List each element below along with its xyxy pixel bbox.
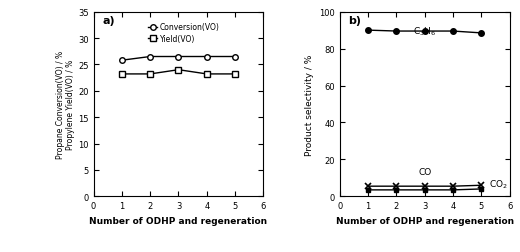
- Text: CO$_2$: CO$_2$: [489, 178, 508, 191]
- Conversion(VO): [147, 56, 153, 59]
- Line: Conversion(VO): Conversion(VO): [119, 54, 238, 64]
- Text: CO: CO: [418, 167, 431, 176]
- Conversion(VO): [204, 56, 210, 59]
- Yield(VO): [232, 73, 238, 76]
- X-axis label: Number of ODHP and regeneration: Number of ODHP and regeneration: [89, 216, 268, 225]
- Text: C$_3$H$_6$: C$_3$H$_6$: [413, 25, 436, 38]
- Text: b): b): [348, 16, 361, 26]
- Conversion(VO): [175, 56, 181, 59]
- Text: a): a): [102, 16, 115, 26]
- Yield(VO): [147, 73, 153, 76]
- Y-axis label: Propane Conversion(VO) / %
Propylene Yield(VO) / %: Propane Conversion(VO) / % Propylene Yie…: [56, 51, 75, 159]
- Yield(VO): [119, 73, 125, 76]
- Line: Yield(VO): Yield(VO): [119, 68, 238, 77]
- Legend: Conversion(VO), Yield(VO): Conversion(VO), Yield(VO): [145, 20, 223, 46]
- Yield(VO): [204, 73, 210, 76]
- Yield(VO): [175, 69, 181, 72]
- Y-axis label: Product selectivity / %: Product selectivity / %: [305, 54, 314, 155]
- Conversion(VO): [119, 59, 125, 62]
- Conversion(VO): [232, 56, 238, 59]
- X-axis label: Number of ODHP and regeneration: Number of ODHP and regeneration: [335, 216, 514, 225]
